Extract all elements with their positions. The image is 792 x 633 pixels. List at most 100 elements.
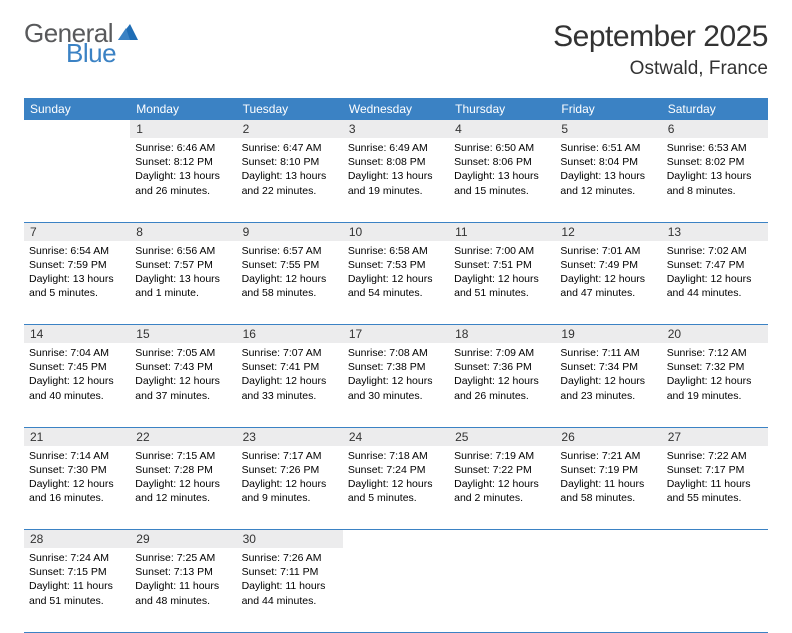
day-number: 21 (24, 427, 130, 446)
daylight-text-1: Daylight: 12 hours (560, 272, 656, 286)
day-number: 14 (24, 325, 130, 344)
sunrise-text: Sunrise: 7:26 AM (242, 551, 338, 565)
daylight-text-1: Daylight: 11 hours (29, 579, 125, 593)
sunrise-text: Sunrise: 7:12 AM (667, 346, 763, 360)
daylight-text-1: Daylight: 12 hours (667, 272, 763, 286)
day-number: 7 (24, 222, 130, 241)
sunset-text: Sunset: 7:45 PM (29, 360, 125, 374)
day-cell: Sunrise: 7:24 AMSunset: 7:15 PMDaylight:… (24, 548, 130, 632)
sunset-text: Sunset: 7:22 PM (454, 463, 550, 477)
sunset-text: Sunset: 7:57 PM (135, 258, 231, 272)
sunrise-text: Sunrise: 7:09 AM (454, 346, 550, 360)
day-number-row: 282930 (24, 530, 768, 549)
day-number: 1 (130, 120, 236, 138)
sunset-text: Sunset: 7:43 PM (135, 360, 231, 374)
day-number: 12 (555, 222, 661, 241)
day-number: 8 (130, 222, 236, 241)
sunrise-text: Sunrise: 7:15 AM (135, 449, 231, 463)
daylight-text-1: Daylight: 11 hours (242, 579, 338, 593)
sunset-text: Sunset: 7:47 PM (667, 258, 763, 272)
day-number: 22 (130, 427, 236, 446)
sunset-text: Sunset: 8:10 PM (242, 155, 338, 169)
sunrise-text: Sunrise: 6:51 AM (560, 141, 656, 155)
day-cell: Sunrise: 6:49 AMSunset: 8:08 PMDaylight:… (343, 138, 449, 222)
sunset-text: Sunset: 7:55 PM (242, 258, 338, 272)
daylight-text-1: Daylight: 13 hours (135, 169, 231, 183)
day-number (555, 530, 661, 549)
sunset-text: Sunset: 7:51 PM (454, 258, 550, 272)
calendar-body: 123456Sunrise: 6:46 AMSunset: 8:12 PMDay… (24, 120, 768, 632)
sunset-text: Sunset: 7:13 PM (135, 565, 231, 579)
day-number: 25 (449, 427, 555, 446)
sunrise-text: Sunrise: 6:56 AM (135, 244, 231, 258)
day-number: 10 (343, 222, 449, 241)
day-number: 5 (555, 120, 661, 138)
sunrise-text: Sunrise: 6:47 AM (242, 141, 338, 155)
location-label: Ostwald, France (553, 58, 768, 80)
sunset-text: Sunset: 8:12 PM (135, 155, 231, 169)
sunset-text: Sunset: 7:36 PM (454, 360, 550, 374)
daylight-text-2: and 9 minutes. (242, 491, 338, 505)
sunrise-text: Sunrise: 7:02 AM (667, 244, 763, 258)
day-number-row: 78910111213 (24, 222, 768, 241)
day-cell (555, 548, 661, 632)
day-row: Sunrise: 6:46 AMSunset: 8:12 PMDaylight:… (24, 138, 768, 222)
day-number (24, 120, 130, 138)
sunrise-text: Sunrise: 6:53 AM (667, 141, 763, 155)
day-number: 16 (237, 325, 343, 344)
sunrise-text: Sunrise: 6:46 AM (135, 141, 231, 155)
day-cell: Sunrise: 7:08 AMSunset: 7:38 PMDaylight:… (343, 343, 449, 427)
day-cell: Sunrise: 6:51 AMSunset: 8:04 PMDaylight:… (555, 138, 661, 222)
sunrise-text: Sunrise: 6:49 AM (348, 141, 444, 155)
daylight-text-2: and 5 minutes. (348, 491, 444, 505)
sunrise-text: Sunrise: 7:24 AM (29, 551, 125, 565)
daylight-text-2: and 23 minutes. (560, 389, 656, 403)
daylight-text-2: and 19 minutes. (667, 389, 763, 403)
day-number (449, 530, 555, 549)
day-number: 30 (237, 530, 343, 549)
sunrise-text: Sunrise: 7:14 AM (29, 449, 125, 463)
sunrise-text: Sunrise: 7:01 AM (560, 244, 656, 258)
day-cell: Sunrise: 6:46 AMSunset: 8:12 PMDaylight:… (130, 138, 236, 222)
day-number: 3 (343, 120, 449, 138)
daylight-text-1: Daylight: 13 hours (348, 169, 444, 183)
day-number: 18 (449, 325, 555, 344)
daylight-text-2: and 48 minutes. (135, 594, 231, 608)
day-header-monday: Monday (130, 98, 236, 120)
day-cell: Sunrise: 7:05 AMSunset: 7:43 PMDaylight:… (130, 343, 236, 427)
daylight-text-1: Daylight: 12 hours (242, 374, 338, 388)
daylight-text-2: and 47 minutes. (560, 286, 656, 300)
day-cell: Sunrise: 7:04 AMSunset: 7:45 PMDaylight:… (24, 343, 130, 427)
daylight-text-2: and 30 minutes. (348, 389, 444, 403)
daylight-text-2: and 51 minutes. (454, 286, 550, 300)
sunrise-text: Sunrise: 6:54 AM (29, 244, 125, 258)
day-header-wednesday: Wednesday (343, 98, 449, 120)
daylight-text-1: Daylight: 12 hours (135, 477, 231, 491)
day-row: Sunrise: 7:04 AMSunset: 7:45 PMDaylight:… (24, 343, 768, 427)
day-cell: Sunrise: 7:19 AMSunset: 7:22 PMDaylight:… (449, 446, 555, 530)
sunset-text: Sunset: 8:08 PM (348, 155, 444, 169)
sunrise-text: Sunrise: 7:07 AM (242, 346, 338, 360)
day-header-friday: Friday (555, 98, 661, 120)
day-header-saturday: Saturday (662, 98, 768, 120)
day-cell: Sunrise: 7:07 AMSunset: 7:41 PMDaylight:… (237, 343, 343, 427)
logo-text-blue: Blue (66, 40, 140, 66)
day-number: 29 (130, 530, 236, 549)
day-header-tuesday: Tuesday (237, 98, 343, 120)
daylight-text-2: and 33 minutes. (242, 389, 338, 403)
day-cell: Sunrise: 7:18 AMSunset: 7:24 PMDaylight:… (343, 446, 449, 530)
daylight-text-2: and 54 minutes. (348, 286, 444, 300)
day-number: 17 (343, 325, 449, 344)
calendar-table: Sunday Monday Tuesday Wednesday Thursday… (24, 98, 768, 633)
day-number: 13 (662, 222, 768, 241)
day-number: 4 (449, 120, 555, 138)
daylight-text-2: and 5 minutes. (29, 286, 125, 300)
daylight-text-1: Daylight: 13 hours (242, 169, 338, 183)
sunrise-text: Sunrise: 6:57 AM (242, 244, 338, 258)
daylight-text-2: and 1 minute. (135, 286, 231, 300)
day-row: Sunrise: 7:14 AMSunset: 7:30 PMDaylight:… (24, 446, 768, 530)
day-cell: Sunrise: 7:25 AMSunset: 7:13 PMDaylight:… (130, 548, 236, 632)
sunset-text: Sunset: 7:24 PM (348, 463, 444, 477)
day-cell: Sunrise: 7:09 AMSunset: 7:36 PMDaylight:… (449, 343, 555, 427)
day-number: 2 (237, 120, 343, 138)
